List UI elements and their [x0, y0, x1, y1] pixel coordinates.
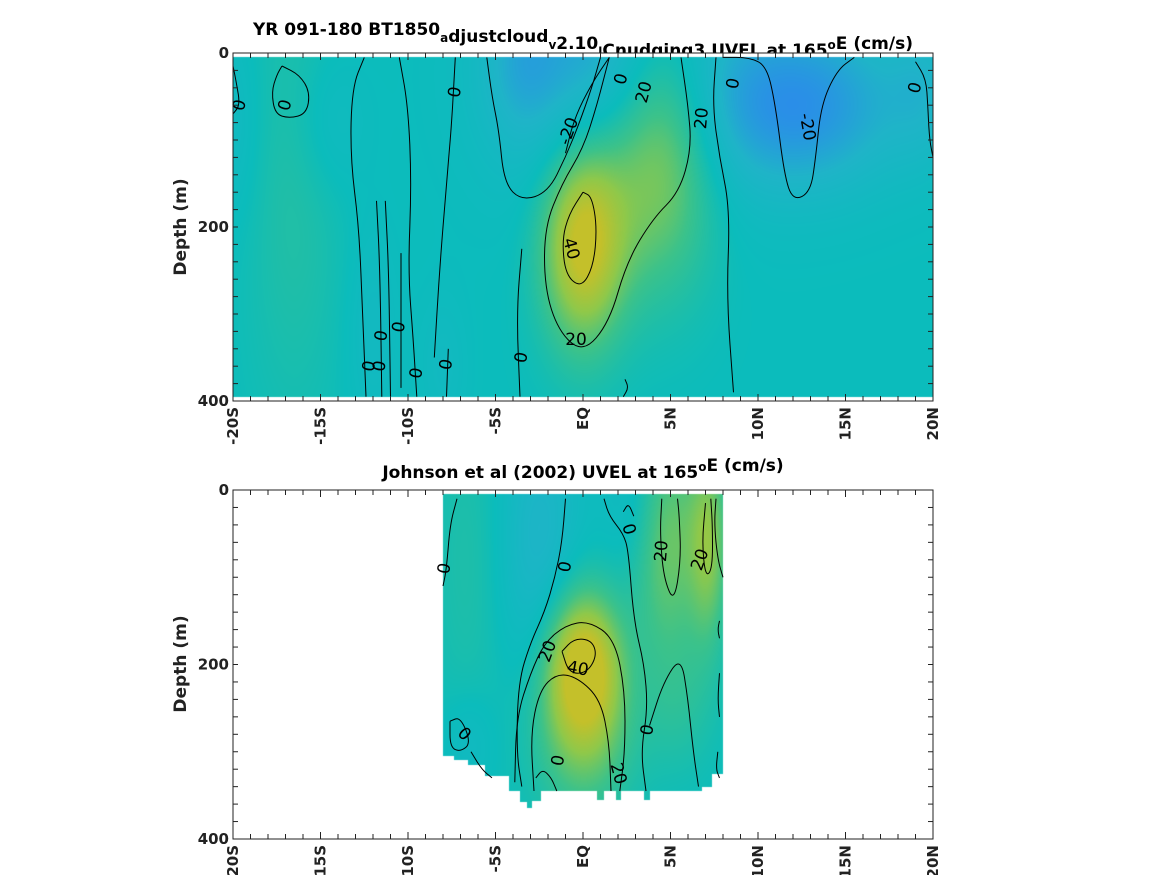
- x-tick-label: -10S: [399, 845, 417, 875]
- contour-line-40: [561, 638, 596, 674]
- x-tick-label: 10N: [749, 845, 767, 875]
- y-tick-label: 400: [198, 392, 229, 410]
- contour-label: 0: [359, 359, 381, 373]
- x-tick-label: 15N: [837, 407, 855, 440]
- x-tick-label: -20S: [224, 845, 242, 875]
- x-tick-label: EQ: [574, 845, 592, 868]
- contour-line-0: [622, 379, 628, 397]
- contour-label: 0: [229, 97, 251, 113]
- contour-line-0: [717, 673, 720, 717]
- contour-line-0: [233, 65, 240, 115]
- contour-line-0: [535, 770, 558, 792]
- contour-label: 0: [610, 71, 632, 87]
- contour-label: 0: [389, 320, 411, 334]
- y-tick-label: 200: [198, 656, 229, 674]
- contour-label: 0: [617, 521, 639, 537]
- x-tick-label: 15N: [837, 845, 855, 875]
- x-tick-label: -15S: [312, 845, 330, 875]
- contour-label: 20: [565, 330, 587, 350]
- x-axis: -20S -15S -10S -5S EQ 5N 10N 15N 20N: [224, 490, 942, 875]
- contour-line-0: [516, 498, 566, 787]
- contour-line-0: [649, 663, 699, 787]
- contour-label: 0: [548, 753, 570, 767]
- contour-label: 0: [371, 329, 393, 343]
- contour-line-0: [272, 65, 310, 118]
- heatmap-image: [233, 53, 933, 401]
- contour-label: 0: [555, 560, 577, 574]
- x-tick-label: EQ: [574, 407, 592, 430]
- contour-label: 0: [436, 357, 458, 371]
- contour-label: -20: [795, 112, 820, 143]
- chart-panel-model: YR 091-180 BT1850adjustcloudv2.10lCnudgi…: [171, 20, 942, 445]
- contour-label: 0: [406, 366, 428, 380]
- contour-label: 0: [434, 561, 456, 575]
- y-axis-label: Depth (m): [171, 615, 191, 712]
- contour-line-20: [543, 57, 691, 348]
- x-tick-label: -5S: [487, 845, 505, 872]
- chart-title: Johnson et al (2002) UVEL at 165oE (cm/s…: [381, 456, 783, 483]
- contour-label: 0: [274, 97, 296, 113]
- y-axis-label: Depth (m): [171, 178, 191, 275]
- x-tick-label: 20N: [924, 845, 942, 875]
- contour-line-0: [713, 57, 734, 393]
- x-tick-label: 10N: [749, 407, 767, 440]
- x-tick-label: 5N: [662, 845, 680, 868]
- contour-line-0: [603, 498, 648, 792]
- y-tick-label: 400: [198, 830, 229, 848]
- x-tick-label: -20S: [224, 407, 242, 445]
- contour-line-20: [702, 498, 714, 575]
- x-tick-label: -15S: [312, 407, 330, 445]
- contour-label: 0: [369, 359, 391, 373]
- contour-label: 20: [651, 539, 673, 562]
- contour-label: 0: [904, 80, 926, 96]
- contour-line-20: [531, 674, 612, 792]
- contour-line-0: [470, 751, 493, 779]
- contour-label: 0: [445, 85, 467, 99]
- contour-line-0: [398, 57, 418, 397]
- x-tick-label: 5N: [662, 407, 680, 430]
- contour-label: 40: [565, 657, 590, 680]
- contour-label: 20: [691, 107, 713, 130]
- contour-line-0: [376, 200, 383, 397]
- contour-line-0: [442, 498, 458, 587]
- y-tick-label: 0: [219, 44, 229, 62]
- contour-line-40: [562, 191, 597, 285]
- contour-line-0: [716, 751, 720, 779]
- x-tick-label: 20N: [924, 407, 942, 440]
- contour-line-0: [622, 505, 635, 517]
- contour-line-0: [449, 718, 469, 751]
- contour-line-0: [486, 57, 601, 199]
- contour-line-20: [514, 622, 626, 792]
- contour-line-0: [717, 620, 720, 639]
- x-tick-label: -10S: [399, 407, 417, 445]
- y-tick-label: 200: [198, 218, 229, 236]
- contour-line-0: [433, 57, 456, 358]
- x-axis: -20S -15S -10S -5S EQ 5N 10N 15N 20N: [224, 53, 942, 445]
- contour-line-0: [517, 248, 523, 397]
- heatmap-image: [233, 490, 933, 839]
- contour-line-0: [714, 498, 724, 578]
- contour-line-20: [660, 498, 681, 596]
- contour-label: 0: [637, 723, 659, 737]
- contour-line-0: [446, 348, 449, 397]
- chart-panel-observations: Johnson et al (2002) UVEL at 165oE (cm/s…: [171, 456, 942, 875]
- contour-lines: [442, 498, 724, 792]
- contour-line-0: [350, 57, 367, 397]
- contour-line--20: [565, 57, 610, 154]
- contour-label: 0: [723, 76, 745, 90]
- contour-line-0: [384, 200, 391, 397]
- contour-line-0: [723, 56, 855, 199]
- contour-label: 0: [511, 350, 533, 364]
- x-tick-label: -5S: [487, 407, 505, 434]
- chart-title: YR 091-180 BT1850adjustcloudv2.10lCnudgi…: [252, 20, 913, 61]
- y-tick-label: 0: [219, 481, 229, 499]
